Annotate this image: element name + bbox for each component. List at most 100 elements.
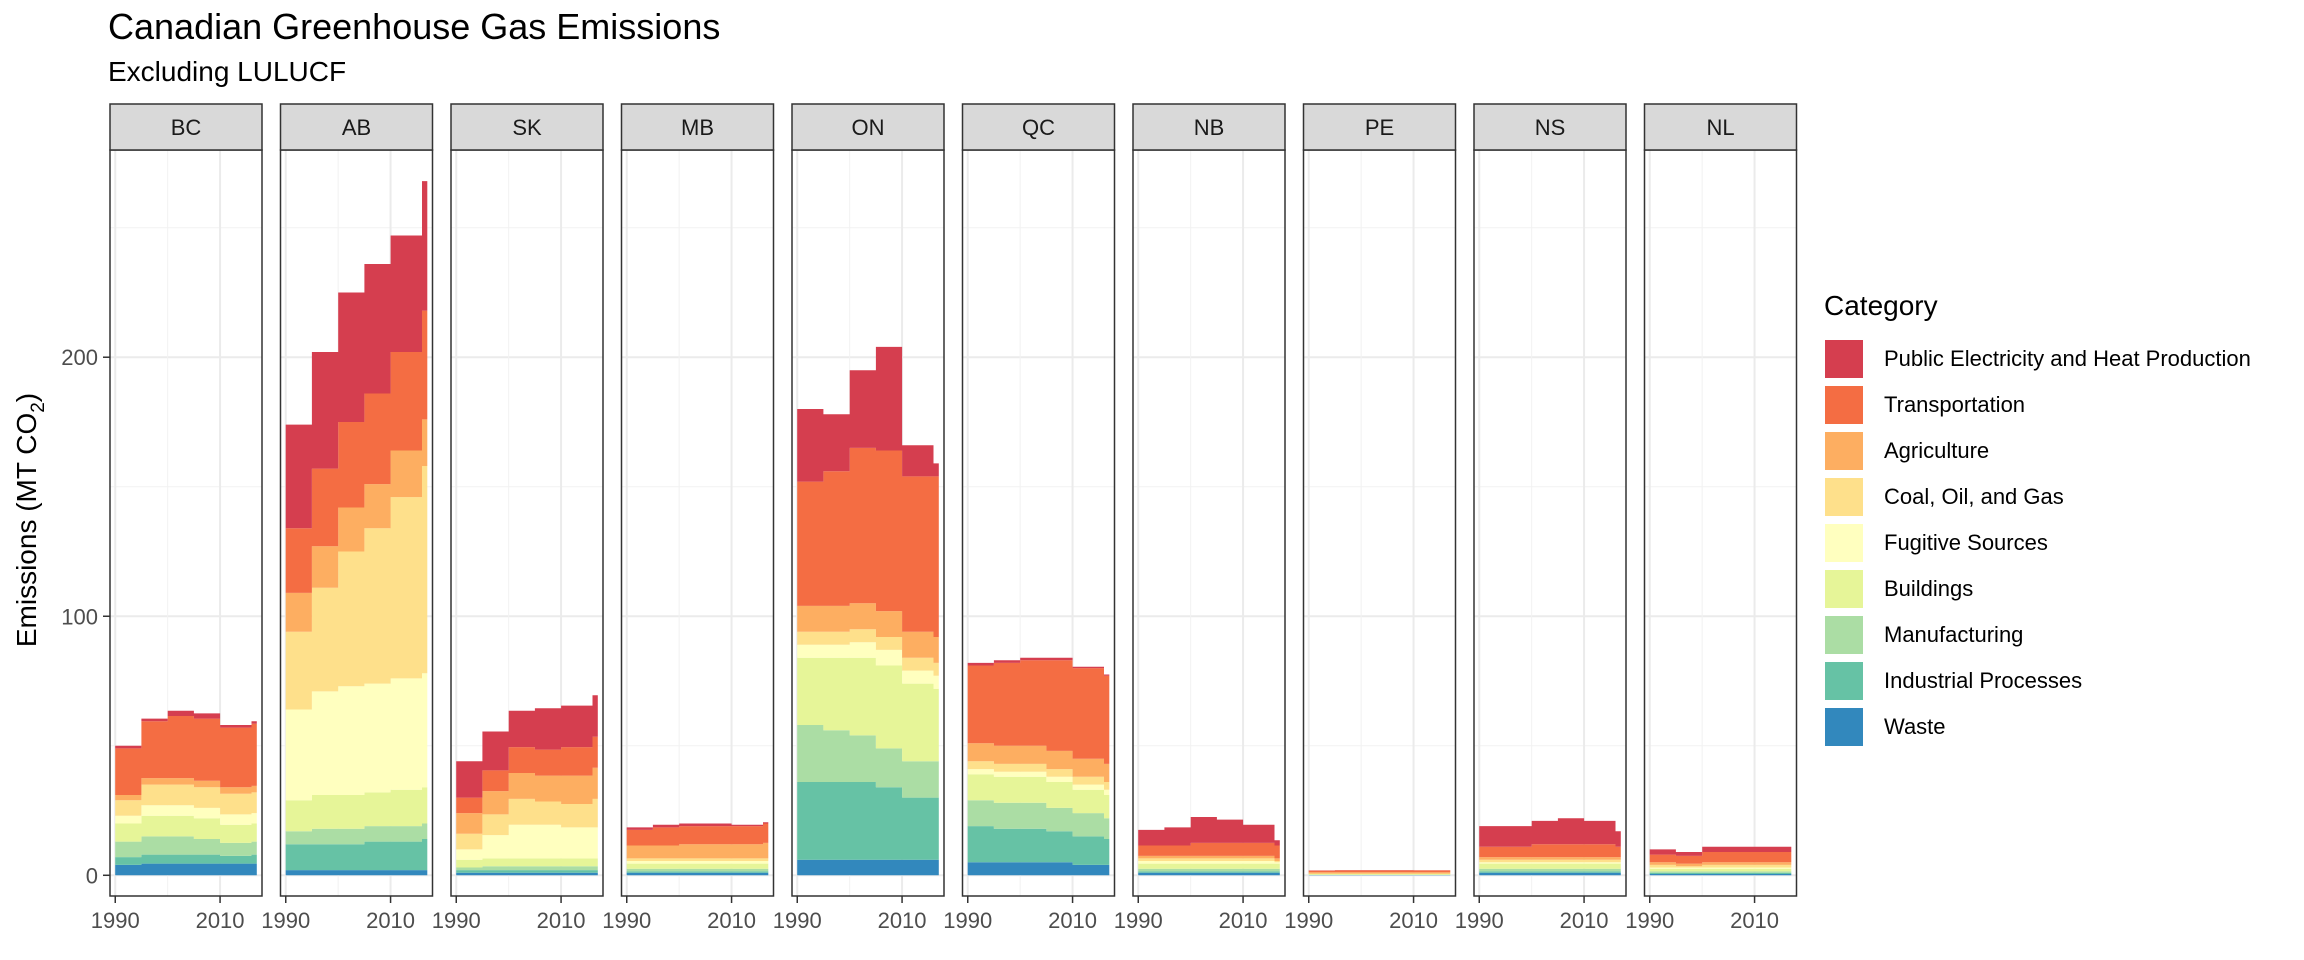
facet-strip-label: SK xyxy=(512,115,542,140)
x-tick-label: 2010 xyxy=(537,908,586,933)
x-tick-label: 1990 xyxy=(1455,908,1504,933)
area-sk-transportation xyxy=(456,736,598,814)
area-nl-agriculture xyxy=(1649,862,1792,867)
legend-key xyxy=(1824,661,1864,701)
area-nb-agriculture xyxy=(1138,855,1280,861)
area-sk-manufacturing xyxy=(456,866,598,871)
legend-item: Transportation xyxy=(1824,382,2251,428)
area-pe-agriculture xyxy=(1308,872,1451,874)
area-nb-manufacturing xyxy=(1138,868,1280,872)
legend-label: Public Electricity and Heat Production xyxy=(1884,346,2251,371)
x-tick-label: 1990 xyxy=(1284,908,1333,933)
legend-item: Coal, Oil, and Gas xyxy=(1824,474,2251,520)
panel-background xyxy=(621,150,774,896)
legend-label: Agriculture xyxy=(1884,438,1990,463)
area-ns-public-electricity-and-heat-production xyxy=(1479,818,1621,847)
area-ns-agriculture xyxy=(1479,857,1621,860)
y-tick-label: 0 xyxy=(86,863,98,888)
area-mb-industrial-processes xyxy=(626,871,769,873)
y-tick-label: 100 xyxy=(61,604,98,629)
facet-strip xyxy=(109,103,263,151)
legend-item: Industrial Processes xyxy=(1824,658,2251,704)
panel-nl: NL 1990 2010 xyxy=(1625,103,1798,933)
area-bc-coal-oil-and-gas xyxy=(115,784,257,816)
panels-layer: BC 1990 2010 AB 1990 2010 SK 1990 2010 MB 1990 2010… xyxy=(91,103,1798,933)
area-nl-manufacturing xyxy=(1649,871,1792,873)
panel-on: ON 1990 2010 xyxy=(773,103,945,933)
legend-key xyxy=(1824,523,1864,563)
panel-background xyxy=(1474,150,1626,896)
area-qc-fugitive-sources xyxy=(967,769,1110,795)
facet-strip xyxy=(620,103,775,151)
area-qc-transportation xyxy=(967,660,1110,764)
area-mb-agriculture xyxy=(626,842,769,859)
x-tick-label: 1990 xyxy=(91,908,140,933)
area-mb-fugitive-sources xyxy=(626,861,769,864)
area-sk-waste xyxy=(456,872,598,876)
facet-strip xyxy=(1643,103,1798,151)
area-ns-transportation xyxy=(1479,844,1621,858)
area-qc-waste xyxy=(967,862,1110,876)
area-mb-buildings xyxy=(626,863,769,869)
area-bc-agriculture xyxy=(115,778,257,801)
area-sk-fugitive-sources xyxy=(456,824,598,860)
legend-label: Fugitive Sources xyxy=(1884,530,2048,555)
panel-gridlines xyxy=(621,150,774,896)
x-tick-label: 1990 xyxy=(432,908,481,933)
panel-background xyxy=(1644,150,1797,896)
facet-strip xyxy=(279,103,434,151)
x-tick-label: 1990 xyxy=(1625,908,1674,933)
y-axis-label: Emissions (MT CO2) xyxy=(11,393,49,647)
area-ab-agriculture xyxy=(285,419,428,632)
area-qc-public-electricity-and-heat-production xyxy=(967,657,1110,676)
area-pe-transportation xyxy=(1308,870,1451,873)
x-tick-label: 2010 xyxy=(1389,908,1438,933)
panel-background xyxy=(1303,150,1456,896)
area-qc-industrial-processes xyxy=(967,826,1110,865)
area-nl-transportation xyxy=(1649,852,1792,864)
area-nb-public-electricity-and-heat-production xyxy=(1138,817,1280,846)
facet-strip-label: NL xyxy=(1706,115,1734,140)
area-sk-public-electricity-and-heat-production xyxy=(456,695,598,798)
area-qc-agriculture xyxy=(967,743,1110,782)
legend-key xyxy=(1824,569,1864,609)
legend-label: Manufacturing xyxy=(1884,622,2024,647)
facet-strip-label: QC xyxy=(1022,115,1055,140)
area-ns-waste xyxy=(1479,872,1621,876)
area-mb-manufacturing xyxy=(626,868,769,872)
area-nb-waste xyxy=(1138,872,1280,876)
area-ns-industrial-processes xyxy=(1479,871,1621,873)
facet-strip xyxy=(1302,103,1457,151)
area-pe-public-electricity-and-heat-production xyxy=(1308,870,1451,871)
y-tick-label: 200 xyxy=(61,345,98,370)
area-bc-public-electricity-and-heat-production xyxy=(115,710,257,749)
legend-label: Buildings xyxy=(1884,576,1974,601)
legend-title: Category xyxy=(1824,290,1938,321)
x-tick-label: 1990 xyxy=(943,908,992,933)
area-sk-buildings xyxy=(456,858,598,868)
legend-key xyxy=(1824,431,1864,471)
area-on-waste xyxy=(797,859,939,876)
area-qc-buildings xyxy=(967,774,1110,819)
panel-bc: BC 1990 2010 xyxy=(91,103,263,933)
area-ns-buildings xyxy=(1479,863,1621,869)
panel-sk: SK 1990 2010 xyxy=(432,103,604,933)
panel-pe: PE 1990 2010 xyxy=(1284,103,1457,933)
x-tick-label: 2010 xyxy=(1730,908,1779,933)
facet-strip xyxy=(450,103,604,151)
legend-item: Public Electricity and Heat Production xyxy=(1824,336,2251,382)
area-nb-fugitive-sources xyxy=(1138,861,1280,864)
y-axis: 0 100 200 xyxy=(61,345,110,888)
area-nb-coal-oil-and-gas xyxy=(1138,858,1280,863)
area-on-coal-oil-and-gas xyxy=(797,629,939,676)
panel-ab: AB 1990 2010 xyxy=(261,103,434,933)
legend-item: Manufacturing xyxy=(1824,612,2251,658)
panel-gridlines xyxy=(1303,150,1456,896)
area-bc-manufacturing xyxy=(115,836,257,858)
legend-label: Waste xyxy=(1884,714,1946,739)
area-mb-transportation xyxy=(626,823,769,846)
area-qc-coal-oil-and-gas xyxy=(967,761,1110,790)
area-mb-coal-oil-and-gas xyxy=(626,858,769,861)
area-mb-public-electricity-and-heat-production xyxy=(626,822,769,830)
legend-items: Public Electricity and Heat Production Tr… xyxy=(1824,336,2251,750)
